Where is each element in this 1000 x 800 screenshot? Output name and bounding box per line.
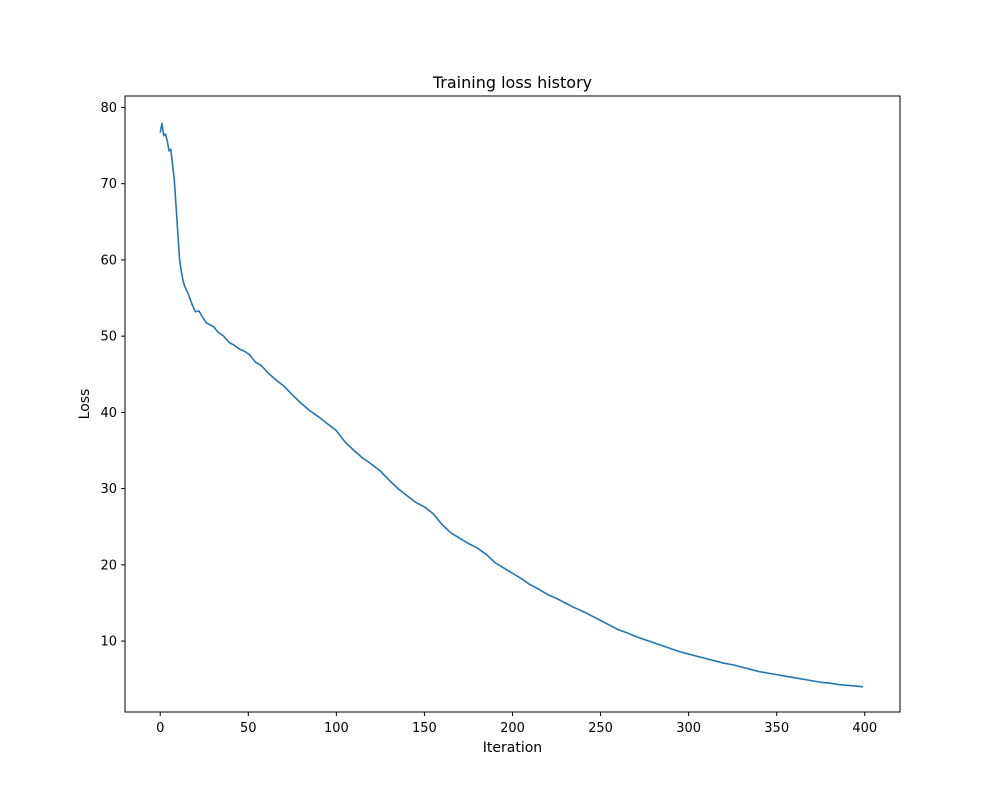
y-tick-label: 10 [100,635,117,650]
x-tick-label: 150 [412,721,437,736]
x-axis-label: Iteration [483,740,542,756]
x-tick-label: 250 [588,721,613,736]
y-tick-label: 30 [100,482,117,497]
x-tick-label: 200 [500,721,525,736]
x-tick-label: 100 [324,721,349,736]
y-tick-label: 50 [100,330,117,345]
x-axis-ticks: 0 50 100 150 200 250 300 350 400 [156,712,877,736]
y-tick-label: 80 [100,101,117,116]
y-axis-label: Loss [77,389,93,420]
y-tick-label: 20 [100,558,117,573]
x-tick-label: 50 [240,721,257,736]
y-tick-label: 70 [100,177,117,192]
loss-series-line [159,122,864,688]
y-tick-label: 60 [100,253,117,268]
x-tick-label: 400 [852,721,877,736]
y-axis-ticks: 10 20 30 40 50 60 70 80 [100,101,125,650]
x-tick-label: 350 [764,721,789,736]
chart-title: Training loss history [432,73,592,92]
x-tick-label: 300 [676,721,701,736]
x-tick-label: 0 [156,721,164,736]
y-tick-label: 40 [100,406,117,421]
